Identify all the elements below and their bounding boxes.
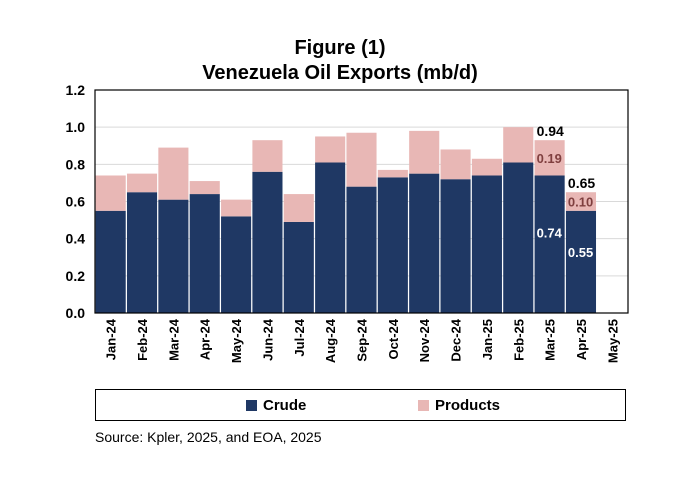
x-tick-label: Apr-24 [198, 318, 213, 360]
products-label: 0.19 [537, 151, 562, 166]
bar-products [471, 158, 502, 176]
bar-products [252, 140, 283, 172]
x-tick-label: Feb-25 [511, 319, 526, 361]
y-tick-label: 0.0 [66, 305, 86, 321]
y-tick-label: 0.4 [66, 231, 86, 247]
bar-products [565, 192, 597, 211]
products-label: 0.10 [568, 195, 593, 210]
bar-crude [126, 192, 158, 313]
bar-products [440, 149, 471, 180]
bar-crude [471, 175, 502, 313]
x-tick-label: Sep-24 [355, 318, 370, 361]
chart-title: Venezuela Oil Exports (mb/d) [202, 62, 478, 84]
x-tick-label: Jan-24 [104, 318, 119, 360]
bar-products [158, 147, 189, 200]
y-tick-label: 0.6 [66, 194, 86, 210]
bar-crude [440, 179, 471, 313]
x-tick-label: Feb-24 [135, 318, 150, 361]
y-tick-label: 1.2 [66, 82, 86, 98]
legend-item-products: Products [418, 397, 500, 414]
bar-crude [95, 210, 126, 313]
y-tick-label: 0.2 [66, 268, 86, 284]
crude-label: 0.74 [537, 225, 563, 240]
x-tick-label: May-24 [229, 318, 244, 363]
x-tick-label: Mar-24 [166, 318, 181, 361]
x-tick-label: Jan-25 [480, 319, 495, 360]
bar-crude [565, 210, 597, 313]
bar-products [346, 132, 377, 187]
bar-products [503, 127, 534, 163]
x-tick-label: Mar-25 [543, 319, 558, 361]
total-label: 0.94 [537, 123, 564, 139]
bar-crude [377, 177, 408, 313]
bar-products [126, 173, 158, 193]
y-tick-label: 0.8 [66, 156, 86, 172]
figure-label: Figure (1) [294, 37, 386, 59]
x-tick-label: Oct-24 [386, 318, 401, 359]
bar-crude [189, 194, 220, 313]
bar-crude [252, 171, 283, 313]
legend-item-crude: Crude [246, 397, 306, 414]
x-tick-label: Jul-24 [292, 318, 307, 356]
bar-products [409, 130, 440, 174]
x-tick-label: Aug-24 [323, 318, 338, 363]
bar-products [95, 175, 126, 211]
legend-label-products: Products [435, 397, 501, 414]
bar-crude [346, 186, 377, 313]
x-tick-label: May-25 [605, 319, 620, 363]
bar-products [221, 199, 252, 217]
plot-area-frame [94, 89, 629, 314]
bar-crude [221, 216, 252, 313]
bar-products [534, 140, 565, 176]
x-tick-label: Apr-25 [574, 319, 589, 360]
bar-chart: 0.0 0.2 0.4 0.6 0.8 1.0 1.2 Jan-24 Feb-24 Mar-24 A… [66, 82, 629, 363]
bar-crude [315, 162, 346, 313]
bar-products [315, 136, 346, 163]
source-note: Source: Kpler, 2025, and EOA, 2025 [95, 429, 322, 445]
crude-label: 0.55 [568, 245, 593, 260]
x-tick-label: Jun-24 [260, 318, 275, 361]
bar-products [189, 181, 220, 195]
bar-crude [283, 221, 314, 313]
total-label: 0.65 [568, 175, 595, 191]
bar-crude [158, 199, 189, 313]
legend-label-crude: Crude [263, 397, 307, 414]
bar-products [283, 194, 314, 222]
bar-crude [503, 162, 534, 313]
crude-swatch [246, 400, 257, 411]
y-tick-label: 1.0 [66, 119, 86, 135]
x-tick-label: Dec-24 [449, 318, 464, 361]
bar-crude [409, 173, 440, 313]
x-tick-label: Nov-24 [417, 318, 432, 362]
legend: Crude Products [95, 389, 626, 421]
products-swatch [418, 400, 429, 411]
bar-products [377, 169, 408, 178]
bar-crude [534, 175, 565, 313]
